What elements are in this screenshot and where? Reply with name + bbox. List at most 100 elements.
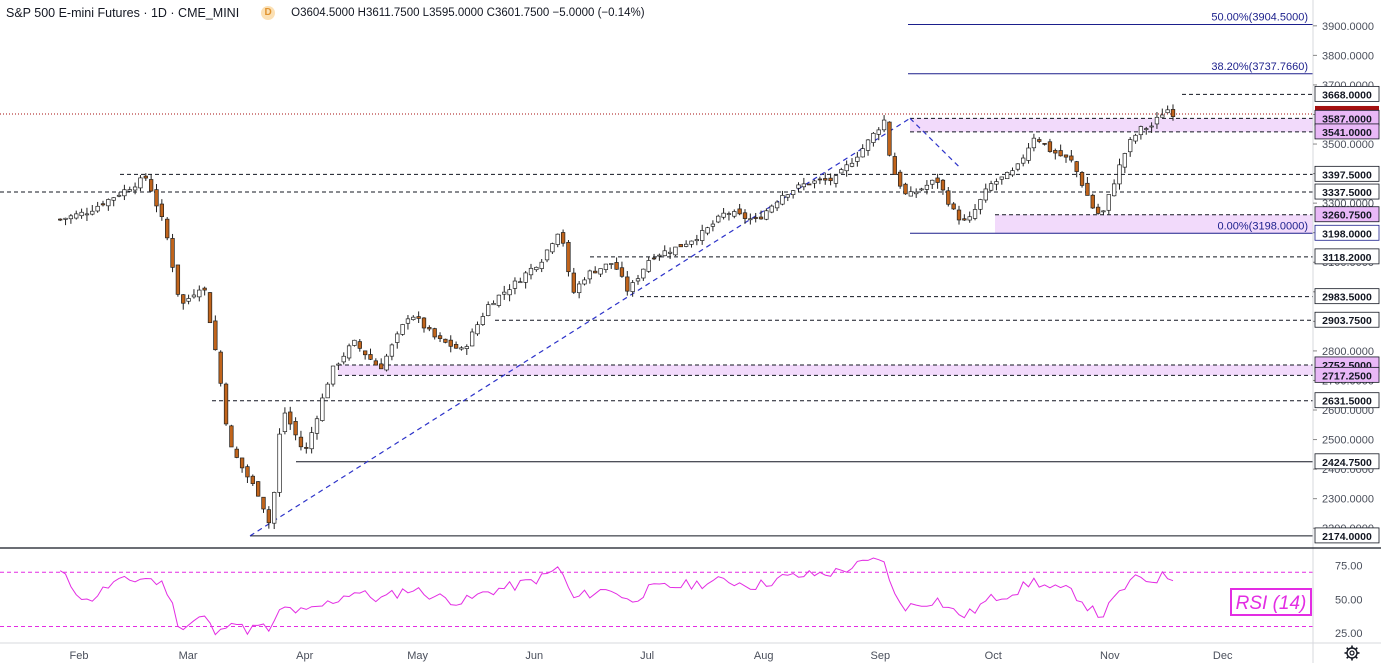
- candle-body: [999, 176, 1004, 180]
- candle-body: [865, 139, 871, 151]
- candle: [502, 285, 507, 300]
- candle-body: [379, 363, 384, 370]
- candle: [1021, 154, 1026, 167]
- candle-body: [935, 177, 940, 183]
- candle: [742, 209, 748, 224]
- candle-body: [293, 421, 298, 436]
- candle-body: [191, 294, 197, 298]
- candle: [1122, 152, 1127, 174]
- candle: [785, 194, 790, 202]
- candle: [871, 131, 876, 147]
- candle-body: [994, 181, 999, 185]
- candle-body: [1090, 194, 1095, 209]
- candle: [1037, 137, 1042, 144]
- candle-body: [833, 175, 839, 184]
- candle: [469, 328, 475, 347]
- candle-body: [673, 246, 678, 256]
- candle-body: [576, 283, 582, 294]
- candle: [566, 240, 571, 277]
- candle: [726, 211, 732, 221]
- candle-body: [100, 203, 106, 206]
- candle: [609, 263, 614, 269]
- time-tick-label: Feb: [70, 650, 89, 662]
- candle: [389, 343, 395, 361]
- candle-body: [277, 433, 282, 493]
- candle: [154, 184, 159, 213]
- candle: [250, 474, 255, 486]
- candle-body: [502, 291, 507, 295]
- candle: [865, 139, 871, 156]
- candle: [437, 332, 443, 343]
- fib-label: 50.00%(3904.5000): [1211, 11, 1308, 23]
- candle: [1053, 148, 1058, 160]
- candle: [223, 382, 229, 426]
- candle: [491, 300, 496, 306]
- candle-body: [828, 177, 833, 182]
- candle: [512, 277, 518, 295]
- candle-body: [389, 344, 395, 357]
- data-badge[interactable]: D: [261, 6, 276, 20]
- candle: [282, 407, 288, 435]
- candle: [801, 177, 806, 191]
- candle-body: [903, 183, 908, 195]
- candle-body: [288, 411, 293, 425]
- candle: [635, 274, 641, 285]
- candle-body: [1128, 139, 1133, 153]
- candle-body: [534, 266, 539, 271]
- candle-body: [721, 212, 726, 218]
- candle: [132, 182, 138, 195]
- rsi-legend-label[interactable]: RSI (14): [1230, 588, 1312, 616]
- candle: [908, 186, 913, 197]
- candle: [1079, 171, 1085, 188]
- candle-body: [705, 227, 710, 234]
- candle-body: [689, 240, 694, 245]
- candle-body: [988, 183, 994, 191]
- candle-body: [486, 304, 491, 316]
- candle-body: [651, 257, 657, 260]
- candle-body: [218, 351, 223, 384]
- candle: [272, 491, 277, 530]
- candle-body: [1117, 164, 1122, 185]
- candle-body: [646, 260, 651, 272]
- candle-body: [609, 263, 614, 265]
- candle: [207, 291, 213, 324]
- candle: [443, 338, 448, 344]
- candle-body: [314, 418, 320, 434]
- candle: [1128, 137, 1133, 157]
- candle-body: [384, 355, 389, 371]
- candle-body: [1085, 182, 1090, 196]
- candle: [143, 173, 148, 181]
- candle-body: [881, 119, 887, 131]
- candle: [1074, 160, 1079, 178]
- time-tick-label: Jun: [525, 650, 543, 662]
- candle-body: [1111, 183, 1117, 197]
- time-tick-label: Mar: [179, 650, 198, 662]
- candle-body: [357, 341, 362, 349]
- candle-body: [678, 244, 683, 248]
- candle: [689, 240, 694, 248]
- candle: [790, 190, 796, 199]
- candle-body: [453, 344, 459, 349]
- level-label: 3397.5000: [1322, 169, 1372, 181]
- candle: [320, 393, 325, 422]
- candle: [1063, 154, 1069, 163]
- candle: [1101, 210, 1106, 216]
- candle-body: [657, 254, 662, 257]
- candle-body: [700, 230, 705, 241]
- candle-body: [143, 175, 148, 179]
- candle-body: [1004, 172, 1010, 180]
- candle-body: [1133, 134, 1138, 142]
- candle: [988, 180, 994, 192]
- candle-body: [587, 270, 592, 280]
- candle: [962, 214, 967, 221]
- candle-body: [774, 201, 780, 209]
- candle: [325, 382, 330, 399]
- settings-gear-icon[interactable]: [1343, 644, 1361, 662]
- candle: [796, 182, 801, 192]
- time-tick-label: Nov: [1100, 650, 1120, 662]
- candle-body: [796, 184, 801, 189]
- candle-body: [459, 347, 464, 350]
- price-tick-label: 3900.0000: [1322, 21, 1374, 33]
- candle: [213, 315, 218, 351]
